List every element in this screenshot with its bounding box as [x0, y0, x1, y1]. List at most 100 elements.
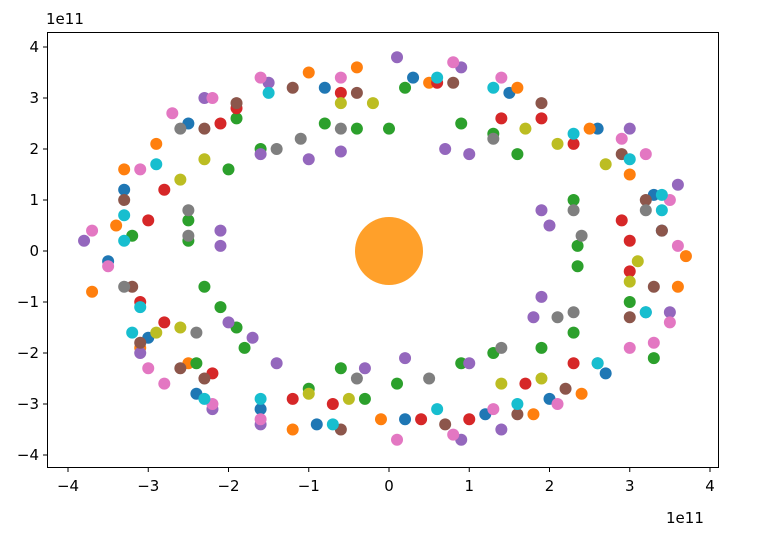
data-point	[286, 392, 299, 405]
data-point	[399, 352, 412, 365]
data-point	[447, 428, 460, 441]
data-point	[254, 71, 267, 84]
data-point	[318, 81, 331, 94]
data-point	[174, 321, 187, 334]
y-tick-label: −3	[17, 395, 39, 413]
data-point	[543, 219, 556, 232]
data-point	[447, 56, 460, 69]
y-tick-label: 2	[29, 140, 39, 158]
data-point	[383, 122, 395, 135]
data-point	[487, 132, 500, 145]
data-point	[198, 280, 211, 293]
y-tick-label: −2	[17, 344, 39, 362]
data-point	[270, 357, 283, 370]
data-point	[551, 311, 564, 324]
data-point	[423, 372, 436, 385]
data-point	[230, 112, 243, 125]
data-point	[118, 194, 131, 206]
data-point	[110, 219, 123, 232]
data-point	[535, 341, 548, 354]
central-body-point	[355, 217, 423, 285]
data-point	[182, 214, 195, 227]
data-point	[302, 66, 315, 79]
data-point	[134, 163, 147, 176]
data-point	[134, 347, 147, 359]
data-point	[302, 153, 315, 166]
data-point	[222, 163, 235, 176]
data-point	[158, 377, 171, 390]
data-point	[663, 306, 676, 319]
y-axis: 4 3 2 1 0 −1 −2 −3 −4	[17, 38, 48, 464]
y-offset-label: 1e11	[46, 10, 84, 28]
data-point	[519, 377, 532, 390]
data-point	[214, 239, 227, 252]
data-point	[334, 145, 347, 158]
data-point	[294, 132, 307, 145]
data-point	[302, 387, 315, 400]
data-point	[567, 306, 580, 319]
data-point	[166, 107, 179, 120]
data-point	[639, 306, 652, 319]
data-point	[134, 301, 147, 314]
y-tick-label: −4	[17, 446, 39, 464]
data-point	[655, 204, 668, 217]
data-point	[158, 183, 171, 196]
data-point	[182, 204, 195, 217]
data-point	[118, 163, 131, 176]
y-tick-label: −1	[17, 293, 39, 311]
data-point	[342, 392, 355, 405]
data-point	[671, 239, 684, 252]
data-point	[623, 153, 636, 166]
series-4	[78, 51, 684, 446]
data-point	[334, 71, 347, 84]
data-point	[447, 76, 460, 89]
data-point	[78, 234, 91, 247]
data-point	[214, 301, 227, 314]
data-point	[391, 433, 404, 446]
data-point	[318, 117, 331, 130]
data-point	[463, 148, 476, 161]
data-point	[222, 316, 235, 329]
data-point	[671, 178, 684, 191]
data-point	[254, 148, 267, 161]
data-point	[391, 51, 404, 64]
data-point	[623, 341, 636, 354]
data-point	[615, 132, 628, 145]
x-offset-label: 1e11	[666, 509, 704, 527]
data-point	[567, 326, 580, 339]
data-point	[254, 403, 267, 416]
data-point	[350, 61, 363, 74]
data-point	[190, 326, 203, 339]
data-point	[286, 81, 299, 94]
series-9	[118, 71, 668, 431]
data-point	[495, 423, 508, 436]
data-point	[551, 137, 564, 150]
data-point	[198, 372, 211, 385]
data-point	[334, 86, 347, 99]
data-point	[358, 392, 371, 405]
data-point	[254, 392, 267, 405]
data-point	[511, 81, 524, 94]
data-point	[174, 362, 187, 375]
data-point	[599, 367, 612, 380]
data-point	[591, 357, 604, 370]
data-point	[366, 97, 379, 110]
data-point	[623, 265, 636, 278]
data-point	[487, 403, 500, 416]
data-point	[270, 143, 283, 155]
x-tick-label: −2	[217, 477, 239, 495]
data-point	[527, 311, 540, 324]
data-point	[623, 168, 636, 181]
data-point	[198, 122, 211, 135]
data-point	[575, 229, 588, 242]
data-point	[519, 122, 532, 135]
data-point	[150, 158, 163, 171]
data-point	[174, 122, 187, 135]
data-point	[102, 260, 115, 273]
data-point	[150, 326, 163, 339]
data-point	[463, 357, 476, 370]
x-tick-label: −3	[137, 477, 159, 495]
data-point	[567, 194, 580, 206]
y-tick-label: 3	[29, 89, 39, 107]
